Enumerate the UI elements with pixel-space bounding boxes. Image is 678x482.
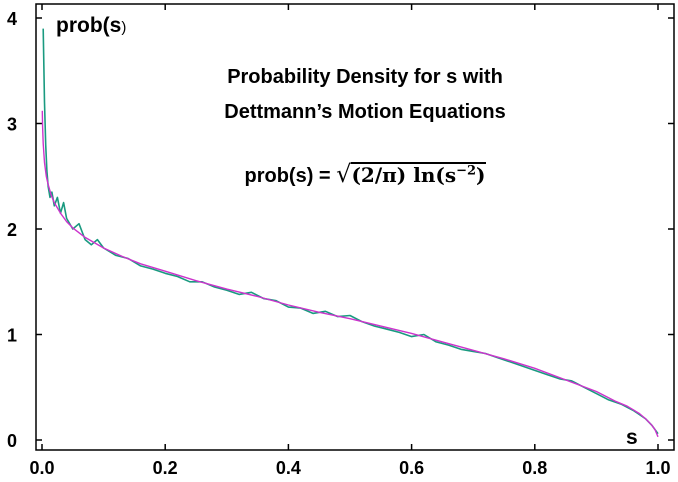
formula-lhs: prob(s) = [244, 165, 337, 187]
y-tick-label: 4 [7, 9, 17, 29]
x-tick-label: 1.0 [645, 458, 670, 478]
x-axis-label: s [626, 426, 638, 449]
y-axis-label-text: prob(s [56, 14, 122, 37]
plot-frame [35, 3, 675, 451]
y-tick-label: 3 [7, 115, 17, 135]
y-tick-label: 2 [7, 220, 17, 240]
chart-title-line1: Probability Density for s with [227, 66, 503, 88]
y-axis-label-close: ) [121, 19, 127, 36]
radical-sign: √ [336, 160, 352, 188]
formula-close: ) [476, 163, 486, 187]
series-line [41, 110, 659, 438]
y-tick-label: 0 [7, 431, 17, 451]
x-tick-label: 0.4 [276, 458, 301, 478]
y-axis-label: prob(s) [56, 14, 126, 38]
series-line [42, 28, 659, 435]
x-tick-label: 0.2 [153, 458, 178, 478]
formula: prob(s) = √(2/π) ln(s−2) [150, 160, 580, 188]
y-tick-label: 1 [7, 326, 17, 346]
x-tick-label: 0.0 [29, 458, 54, 478]
x-tick-label: 0.6 [399, 458, 424, 478]
chart-title-line2: Dettmann’s Motion Equations [224, 101, 506, 123]
formula-exponent: −2 [456, 163, 477, 179]
formula-rhs: (2/π) ln(s [351, 163, 457, 187]
x-tick-label: 0.8 [522, 458, 547, 478]
